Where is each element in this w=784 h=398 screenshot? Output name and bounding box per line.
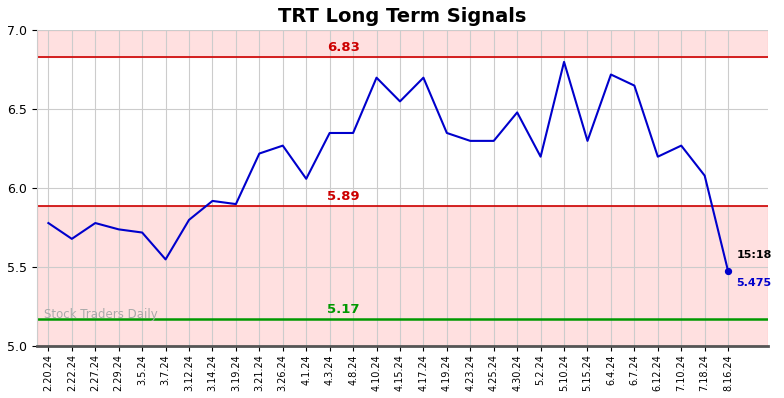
Text: 5.17: 5.17 bbox=[328, 303, 360, 316]
Text: 15:18: 15:18 bbox=[736, 250, 771, 260]
Text: 5.89: 5.89 bbox=[328, 189, 360, 203]
Bar bbox=[37, 30, 768, 57]
Bar bbox=[37, 206, 768, 346]
Point bbox=[722, 268, 735, 275]
Text: 5.475: 5.475 bbox=[736, 277, 771, 288]
Text: 6.83: 6.83 bbox=[327, 41, 360, 54]
Text: Stock Traders Daily: Stock Traders Daily bbox=[44, 308, 158, 321]
Title: TRT Long Term Signals: TRT Long Term Signals bbox=[278, 7, 527, 26]
